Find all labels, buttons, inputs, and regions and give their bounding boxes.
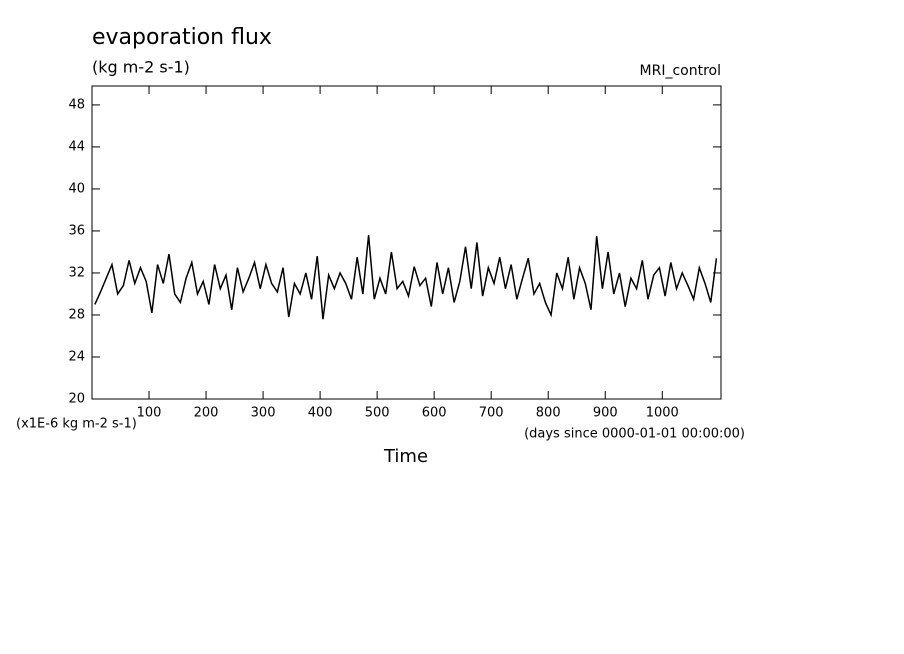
y-units: (x1E-6 kg m-2 s-1) xyxy=(16,417,137,432)
data-line xyxy=(94,235,718,320)
x-tick-label: 100 xyxy=(137,406,162,421)
x-tick-label: 500 xyxy=(365,406,390,421)
chart-subtitle: (kg m-2 s-1) xyxy=(92,58,190,77)
x-tick-label: 700 xyxy=(479,406,504,421)
y-tick-label: 28 xyxy=(68,307,85,322)
x-tick-label: 1000 xyxy=(646,406,679,421)
x-tick-label: 400 xyxy=(308,406,333,421)
y-tick-label: 20 xyxy=(68,392,85,407)
x-tick-label: 900 xyxy=(593,406,618,421)
x-axis-label: Time xyxy=(383,446,428,467)
x-units: (days since 0000-01-01 00:00:00) xyxy=(524,427,745,442)
y-tick-label: 24 xyxy=(68,349,85,364)
dataset-label: MRI_control xyxy=(640,63,721,79)
x-tick-label: 300 xyxy=(251,406,276,421)
y-tick-label: 44 xyxy=(68,139,85,154)
x-tick-label: 200 xyxy=(194,406,219,421)
y-tick-label: 32 xyxy=(68,265,85,280)
x-tick-label: 600 xyxy=(422,406,447,421)
y-tick-label: 48 xyxy=(68,97,85,112)
chart-title: evaporation flux xyxy=(92,25,272,50)
plot-frame xyxy=(91,85,722,400)
x-tick-label: 800 xyxy=(536,406,561,421)
y-tick-label: 40 xyxy=(68,181,85,196)
y-tick-label: 36 xyxy=(68,223,85,238)
